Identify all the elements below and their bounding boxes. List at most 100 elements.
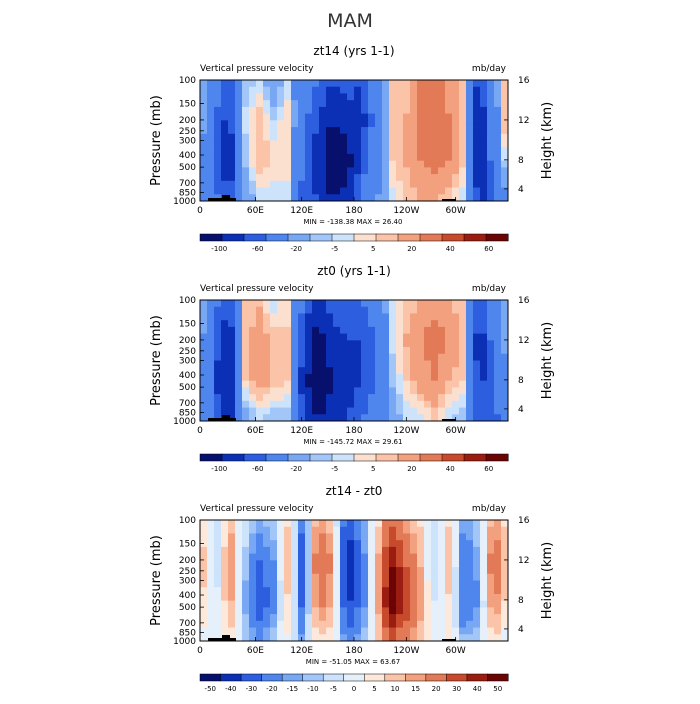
heatmap-cell xyxy=(256,407,264,415)
heatmap-cell xyxy=(263,133,271,141)
heatmap-cell xyxy=(361,407,369,415)
heatmap-cell xyxy=(256,634,264,642)
heatmap-cell xyxy=(494,180,502,188)
heatmap-cell xyxy=(228,414,236,422)
colorbar-swatch xyxy=(199,233,223,242)
heatmap-cell xyxy=(410,127,418,135)
heatmap-cell xyxy=(228,93,236,101)
heatmap-cell xyxy=(207,407,215,415)
heatmap-cell xyxy=(305,367,313,375)
heatmap-cell xyxy=(501,607,509,615)
heatmap-cell xyxy=(256,353,264,361)
heatmap-cell xyxy=(270,313,278,321)
heatmap-cell xyxy=(298,80,306,88)
heatmap-cell xyxy=(340,353,348,361)
x-tick-label: 60W xyxy=(445,646,465,656)
heatmap-cell xyxy=(396,380,404,388)
heatmap-cell xyxy=(445,340,453,348)
heatmap-cell xyxy=(340,153,348,162)
heatmap-cell xyxy=(354,593,362,602)
heatmap-cell xyxy=(431,147,439,155)
heatmap-cell xyxy=(487,546,495,555)
heatmap-cell xyxy=(326,620,334,628)
heatmap-cell xyxy=(249,580,257,588)
heatmap-cell xyxy=(361,140,369,148)
heatmap-cell xyxy=(480,133,488,141)
heatmap-cell xyxy=(277,607,285,615)
heatmap-cell xyxy=(284,520,292,528)
heatmap-cell xyxy=(459,367,467,375)
heatmap-cell xyxy=(256,540,264,548)
heatmap-cell xyxy=(284,127,292,135)
heatmap-cell xyxy=(459,560,467,568)
heatmap-cell xyxy=(375,106,383,115)
heatmap-cell xyxy=(445,567,453,575)
heatmap-cell xyxy=(340,387,348,395)
colorbar-swatch xyxy=(322,673,345,682)
heatmap-cell xyxy=(354,133,362,141)
heatmap-cell xyxy=(480,533,488,541)
heatmap-cell xyxy=(424,373,432,382)
heatmap-cell xyxy=(312,526,320,534)
heatmap-cell xyxy=(431,634,439,642)
heatmap-cell xyxy=(494,347,502,355)
heatmap-cell xyxy=(487,133,495,141)
heatmap-cell xyxy=(221,387,229,395)
heatmap-cell xyxy=(473,580,481,588)
heatmap-cell xyxy=(340,187,348,195)
heatmap-cell xyxy=(326,526,334,534)
heatmap-cell xyxy=(459,153,467,162)
heatmap-cell xyxy=(396,634,404,642)
heatmap-cell xyxy=(256,553,264,561)
heatmap-cell xyxy=(473,140,481,148)
heatmap-cell xyxy=(487,194,495,202)
heatmap-cell xyxy=(361,106,369,115)
heatmap-cell xyxy=(487,567,495,575)
heatmap-cell xyxy=(242,100,250,108)
heatmap-cell xyxy=(263,414,271,422)
heatmap-cell xyxy=(361,93,369,101)
heatmap-cell xyxy=(396,367,404,375)
heatmap-cell xyxy=(459,326,467,335)
heatmap-cell xyxy=(207,100,215,108)
heatmap-cell xyxy=(473,573,481,581)
heatmap-cell xyxy=(382,367,390,375)
heatmap-cell xyxy=(214,113,222,121)
figure-title: MAM xyxy=(327,10,373,32)
heatmap-cell xyxy=(221,600,229,608)
heatmap-cell xyxy=(480,194,488,202)
heatmap-cell xyxy=(487,367,495,375)
heatmap-cell xyxy=(501,187,509,195)
colorbar-label: -100 xyxy=(211,465,227,473)
heatmap-cell xyxy=(452,600,460,608)
heatmap-cell xyxy=(277,634,285,642)
heatmap-cell xyxy=(228,174,236,182)
heatmap-cell xyxy=(389,526,397,534)
heatmap-cell xyxy=(361,387,369,395)
heatmap-cell xyxy=(235,573,243,581)
heatmap-cell xyxy=(207,133,215,141)
heatmap-cell xyxy=(277,340,285,348)
heatmap-cell xyxy=(326,140,334,148)
heatmap-cell xyxy=(200,614,208,622)
heatmap-cell xyxy=(403,614,411,622)
heatmap-cell xyxy=(361,340,369,348)
heatmap-cell xyxy=(200,627,208,635)
heatmap-cell xyxy=(221,180,229,188)
heatmap-cell xyxy=(480,614,488,622)
heatmap-cell xyxy=(410,353,418,361)
heatmap-cell xyxy=(403,387,411,395)
heatmap-cell xyxy=(431,414,439,422)
heatmap-cell xyxy=(382,306,390,314)
heatmap-cell xyxy=(396,614,404,622)
heatmap-cell xyxy=(354,320,362,328)
heatmap-cell xyxy=(270,526,278,534)
heatmap-cell xyxy=(333,387,341,395)
heatmap-cell xyxy=(326,520,334,528)
heatmap-cell xyxy=(403,120,411,128)
heatmap-cell xyxy=(256,160,264,168)
heatmap-cell xyxy=(375,353,383,361)
heatmap-cell xyxy=(221,167,229,175)
heatmap-cell xyxy=(501,100,509,108)
